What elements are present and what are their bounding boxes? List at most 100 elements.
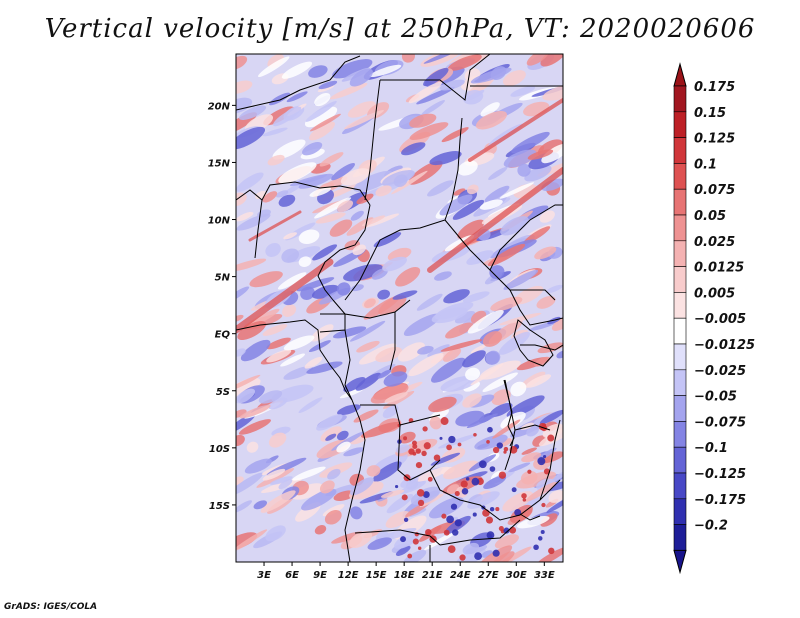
field-patch <box>347 101 376 118</box>
field-patch <box>246 441 259 453</box>
field-patch <box>336 430 349 441</box>
field-patch <box>470 67 512 84</box>
field-patch <box>457 219 485 239</box>
field-patch <box>344 109 384 130</box>
field-patch <box>454 311 476 324</box>
border-line <box>397 424 441 481</box>
colorbar-label: 0.005 <box>694 286 735 301</box>
field-patch <box>489 265 505 280</box>
field-patch <box>466 250 494 265</box>
field-spot <box>440 417 449 426</box>
field-patch <box>260 490 296 513</box>
field-patch <box>482 372 518 393</box>
field-patch <box>484 185 510 203</box>
lat-tick-label: 15S <box>209 501 230 512</box>
lat-tick-label: EQ <box>215 330 231 341</box>
field-patch <box>498 331 530 355</box>
field-patch <box>551 315 563 331</box>
field-patch <box>283 232 297 240</box>
lake-outline <box>503 379 515 447</box>
field-patch <box>366 465 381 477</box>
field-patch <box>439 194 473 216</box>
field-spot <box>521 493 527 499</box>
jet-streak <box>248 210 302 242</box>
field-patch <box>277 272 307 290</box>
lat-tick-label: 20N <box>208 101 231 112</box>
field-patch <box>265 242 281 257</box>
field-patch <box>457 160 478 176</box>
field-patch <box>385 511 411 529</box>
field-patch <box>401 142 426 156</box>
field-patch <box>474 434 508 450</box>
field-patch <box>395 545 411 556</box>
field-patch <box>332 59 373 79</box>
field-patch <box>517 515 550 529</box>
field-patch <box>392 290 418 300</box>
field-spot <box>498 471 507 479</box>
field-patch <box>353 170 394 193</box>
field-spot <box>400 536 406 543</box>
field-patch <box>343 264 384 282</box>
field-spot <box>446 444 452 451</box>
lat-tick-label: 10S <box>209 444 230 455</box>
field-patch <box>336 441 351 453</box>
field-patch <box>315 212 346 224</box>
field-patch <box>262 468 286 481</box>
field-patch <box>399 480 427 494</box>
field-spot <box>457 442 462 447</box>
field-patch <box>462 542 480 555</box>
field-patch <box>239 404 271 419</box>
field-patch <box>371 268 388 280</box>
field-patch <box>377 289 391 300</box>
field-patch <box>377 369 392 379</box>
field-patch <box>356 340 380 353</box>
field-patch <box>401 54 415 63</box>
border-line <box>539 419 561 501</box>
map-title: Vertical velocity [m/s] at 250hPa, VT: 2… <box>44 14 756 44</box>
field-spot <box>394 484 399 489</box>
field-patch <box>510 381 527 397</box>
field-patch <box>340 168 371 186</box>
colorbar-swatch <box>673 317 687 345</box>
field-patch <box>364 298 376 308</box>
field-spot <box>492 549 500 557</box>
border-line <box>354 529 441 546</box>
field-patch <box>503 70 526 86</box>
field-patch <box>236 80 253 94</box>
colorbar-label: −0.075 <box>694 415 746 430</box>
field-patch <box>447 54 482 71</box>
field-patch <box>542 423 563 439</box>
field-spot <box>441 513 447 519</box>
field-patch <box>236 126 266 150</box>
field-patch <box>470 344 487 354</box>
field-patch <box>238 419 271 435</box>
field-patch <box>416 86 455 105</box>
colorbar-label: −0.2 <box>694 519 728 534</box>
border-line <box>364 79 381 201</box>
field-spot <box>533 544 539 551</box>
field-spot <box>503 527 510 534</box>
colorbar-swatch <box>673 498 687 525</box>
field-patch <box>510 86 536 97</box>
field-spot <box>548 547 555 555</box>
field-patch <box>272 106 302 127</box>
field-spot <box>547 434 555 442</box>
field-spot <box>485 516 493 524</box>
field-patch <box>262 324 288 336</box>
field-spot <box>487 426 493 433</box>
field-patch <box>256 468 295 488</box>
field-patch <box>239 105 267 120</box>
field-spot <box>459 554 466 561</box>
border-line <box>317 204 371 301</box>
field-patch <box>266 349 292 363</box>
field-spot <box>486 531 495 540</box>
field-patch <box>479 360 521 380</box>
field-spot <box>454 519 462 527</box>
field-patch <box>258 390 283 404</box>
field-patch <box>479 199 503 210</box>
field-patch <box>465 367 481 381</box>
field-patch <box>375 347 403 363</box>
border-line <box>509 289 563 326</box>
colorbar: 0.175 0.15 0.125 0.1 0.075 0.05 0.025 0.0125 0.0… <box>673 62 755 575</box>
field-spot <box>412 443 418 449</box>
